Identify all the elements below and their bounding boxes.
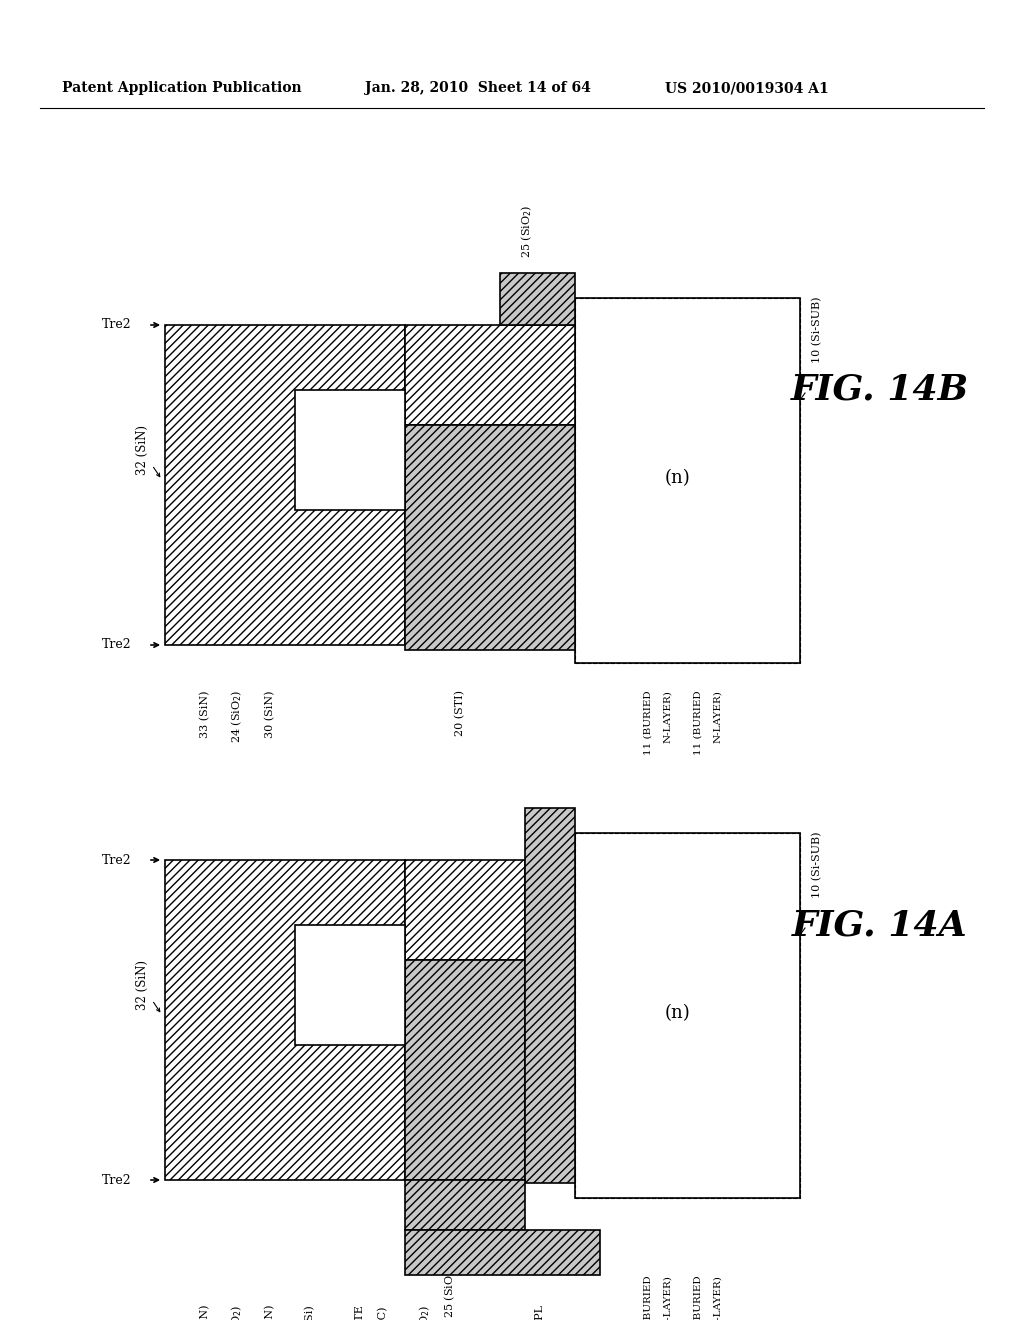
Text: 32 (SiN): 32 (SiN)	[135, 960, 148, 1010]
Text: 23 (PLATE: 23 (PLATE	[355, 1305, 366, 1320]
Bar	[575, 833, 800, 1199]
Text: DIELECTRIC): DIELECTRIC)	[378, 1305, 388, 1320]
Text: (n): (n)	[665, 469, 690, 487]
Text: FIG. 14A: FIG. 14A	[793, 908, 968, 942]
Bar	[406, 1230, 600, 1275]
Text: Tre2: Tre2	[102, 1173, 132, 1187]
Text: 11 (BURIED: 11 (BURIED	[643, 690, 652, 755]
Text: 11 (BURIED: 11 (BURIED	[693, 690, 702, 755]
Text: N-LAYER): N-LAYER)	[664, 1275, 673, 1320]
Bar	[406, 960, 525, 1180]
Text: 24 (SiO$_2$): 24 (SiO$_2$)	[229, 1305, 245, 1320]
Bar	[165, 861, 406, 1180]
Bar	[406, 861, 525, 960]
Text: 32 (SiN): 32 (SiN)	[135, 425, 148, 475]
Text: (n): (n)	[337, 975, 362, 994]
Text: 30 (SiN): 30 (SiN)	[265, 1305, 275, 1320]
Text: 30 (SiN): 30 (SiN)	[265, 690, 275, 738]
Bar	[295, 925, 406, 1045]
Bar	[575, 298, 800, 663]
Text: 11 (BURIED: 11 (BURIED	[643, 1275, 652, 1320]
Text: Tre2: Tre2	[102, 639, 132, 652]
Text: 25 (SiO$_2$): 25 (SiO$_2$)	[520, 205, 535, 257]
Text: Tre2: Tre2	[102, 318, 132, 331]
Text: 12 (Si): 12 (Si)	[305, 1305, 315, 1320]
Text: (n): (n)	[337, 441, 362, 459]
Bar	[165, 325, 406, 645]
Text: 10 (Si-SUB): 10 (Si-SUB)	[812, 832, 822, 898]
Bar	[295, 389, 406, 510]
Text: 11 (BURIED: 11 (BURIED	[693, 1275, 702, 1320]
Bar	[406, 425, 575, 649]
Text: 25 (SiO$_2$): 25 (SiO$_2$)	[442, 1265, 458, 1319]
Text: Patent Application Publication: Patent Application Publication	[62, 81, 302, 95]
Text: Jan. 28, 2010  Sheet 14 of 64: Jan. 28, 2010 Sheet 14 of 64	[365, 81, 591, 95]
Text: 33 (SiN): 33 (SiN)	[200, 1305, 210, 1320]
Bar	[575, 298, 800, 663]
Text: 20 (STI): 20 (STI)	[455, 690, 465, 737]
Bar	[406, 325, 575, 425]
Bar	[406, 1180, 525, 1230]
Bar	[575, 833, 800, 1199]
Text: FIG. 14B: FIG. 14B	[791, 374, 969, 407]
Text: (n): (n)	[665, 1005, 690, 1022]
Bar	[500, 273, 575, 325]
Text: 33 (SiN): 33 (SiN)	[200, 690, 210, 738]
Bar	[525, 808, 575, 1183]
Text: 24 (SiO$_2$): 24 (SiO$_2$)	[229, 690, 245, 743]
Text: N-LAYER): N-LAYER)	[714, 690, 723, 743]
Text: N-LAYER): N-LAYER)	[714, 1275, 723, 1320]
Text: 22 (SiO$_2$): 22 (SiO$_2$)	[418, 1305, 432, 1320]
Text: N-LAYER): N-LAYER)	[664, 690, 673, 743]
Text: US 2010/0019304 A1: US 2010/0019304 A1	[665, 81, 828, 95]
Text: 10 (Si-SUB): 10 (Si-SUB)	[812, 297, 822, 363]
Text: Tre2: Tre2	[102, 854, 132, 866]
Text: 13 (Poly-Si) :PL: 13 (Poly-Si) :PL	[535, 1305, 546, 1320]
